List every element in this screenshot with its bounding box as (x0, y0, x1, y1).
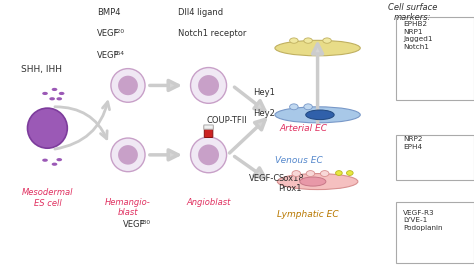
Ellipse shape (27, 108, 67, 148)
Ellipse shape (292, 171, 301, 176)
Text: Dll4 ligand: Dll4 ligand (178, 8, 223, 17)
FancyBboxPatch shape (396, 202, 474, 263)
Ellipse shape (346, 171, 353, 175)
Ellipse shape (191, 68, 227, 103)
Ellipse shape (277, 174, 358, 190)
Text: Hemangio-
blast: Hemangio- blast (105, 198, 151, 217)
Text: COUP-TFII: COUP-TFII (206, 116, 247, 125)
Text: VEGF-R3
LYVE-1
Podoplanin: VEGF-R3 LYVE-1 Podoplanin (403, 210, 442, 231)
Text: VEGF-C: VEGF-C (249, 174, 280, 183)
FancyBboxPatch shape (204, 126, 213, 138)
FancyBboxPatch shape (204, 125, 213, 129)
Circle shape (42, 92, 48, 95)
Ellipse shape (198, 144, 219, 165)
Text: SHH, IHH: SHH, IHH (21, 65, 62, 74)
Text: Cell surface
markers:: Cell surface markers: (388, 3, 437, 22)
FancyBboxPatch shape (396, 17, 474, 100)
Text: 180: 180 (140, 220, 151, 225)
Text: Notch1 receptor: Notch1 receptor (178, 29, 246, 38)
Circle shape (56, 97, 62, 100)
Text: Arterial EC: Arterial EC (279, 124, 328, 133)
Text: 120: 120 (114, 29, 125, 34)
Ellipse shape (111, 138, 145, 172)
Text: 164: 164 (114, 51, 125, 56)
Text: VEGF: VEGF (97, 29, 119, 38)
Ellipse shape (336, 171, 342, 175)
Text: EPHB2
NRP1
Jagged1
Notch1: EPHB2 NRP1 Jagged1 Notch1 (403, 21, 432, 50)
Circle shape (42, 159, 48, 162)
Ellipse shape (118, 145, 138, 165)
Text: Lymphatic EC: Lymphatic EC (277, 210, 339, 219)
Circle shape (56, 158, 62, 161)
Ellipse shape (198, 75, 219, 96)
Ellipse shape (306, 110, 334, 120)
Ellipse shape (304, 38, 312, 43)
Ellipse shape (320, 171, 329, 176)
Ellipse shape (191, 137, 227, 173)
Ellipse shape (275, 40, 360, 56)
Text: Angioblast: Angioblast (186, 198, 231, 207)
Text: BMP4: BMP4 (97, 8, 121, 17)
Circle shape (59, 92, 64, 95)
Text: Venous EC: Venous EC (275, 156, 322, 165)
Ellipse shape (323, 38, 331, 43)
Ellipse shape (118, 76, 138, 95)
Text: Hey1: Hey1 (254, 88, 275, 97)
Text: NRP2
EPH4: NRP2 EPH4 (403, 136, 422, 150)
Circle shape (52, 88, 57, 91)
FancyBboxPatch shape (396, 135, 474, 180)
Ellipse shape (306, 171, 315, 176)
Text: Mesodermal
ES cell: Mesodermal ES cell (22, 188, 73, 208)
Ellipse shape (111, 69, 145, 102)
Ellipse shape (275, 107, 360, 123)
Ellipse shape (290, 104, 298, 110)
Text: VEGF: VEGF (123, 220, 146, 229)
Text: VEGF: VEGF (97, 51, 119, 60)
Ellipse shape (290, 38, 298, 43)
Circle shape (52, 163, 57, 166)
Text: Sox18
Prox1: Sox18 Prox1 (278, 174, 304, 193)
Ellipse shape (304, 104, 312, 110)
Ellipse shape (300, 177, 326, 186)
Circle shape (49, 97, 55, 100)
Text: Hey2: Hey2 (254, 109, 275, 119)
